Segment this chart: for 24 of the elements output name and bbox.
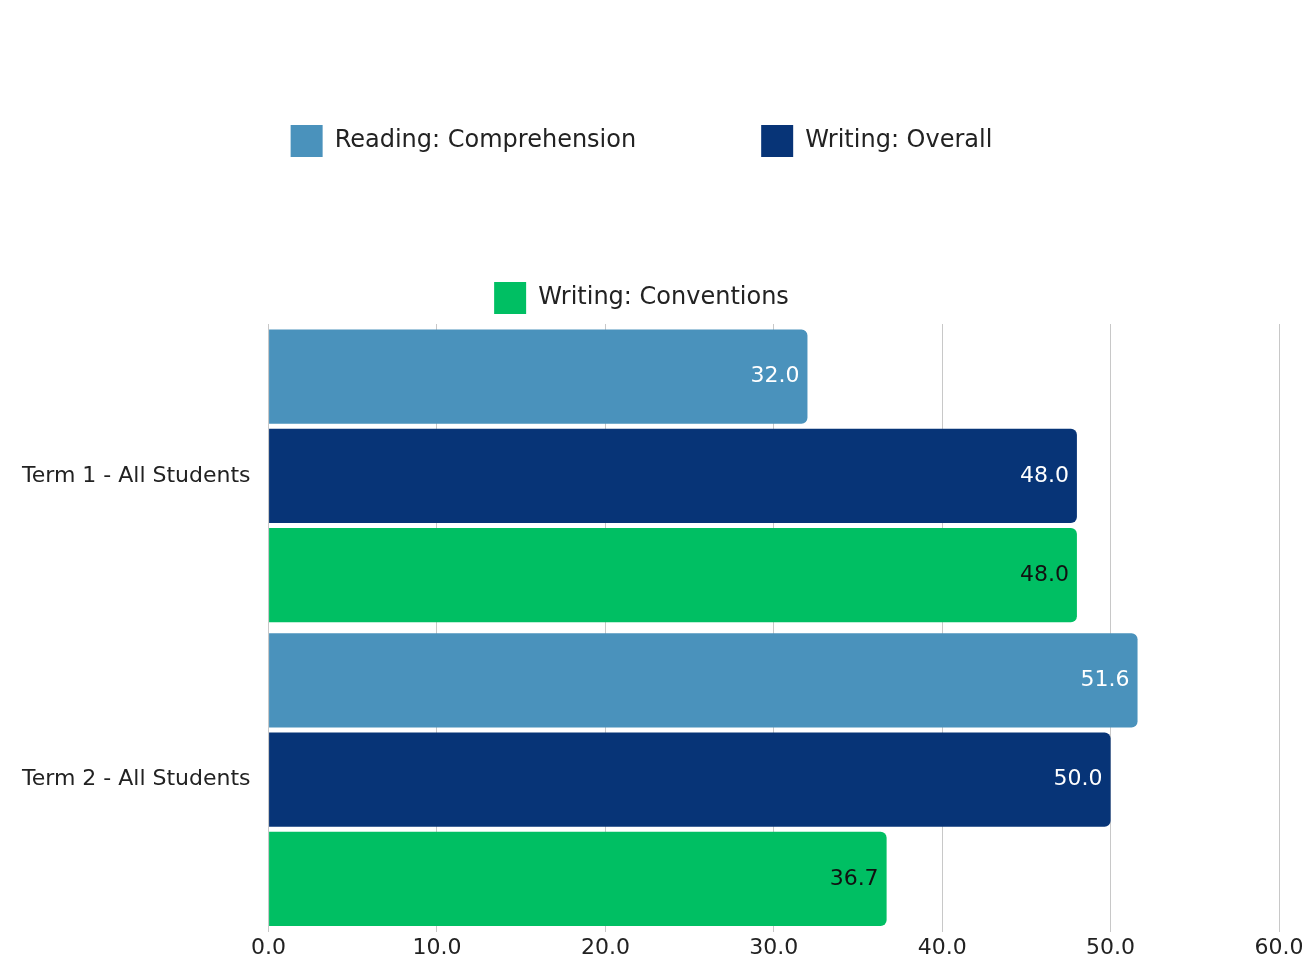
bar [269, 329, 808, 424]
y-tick-label: Term 2 - All Students [20, 765, 251, 791]
bar [269, 528, 1077, 623]
bar [269, 633, 1138, 728]
x-tick-label: 20.0 [580, 933, 630, 959]
data-label: 50.0 [1053, 765, 1103, 791]
bar [269, 831, 887, 927]
data-label: 36.7 [829, 864, 879, 890]
legend-label: Writing: Overall [805, 125, 993, 154]
bar [269, 428, 1077, 524]
bar [269, 732, 1111, 827]
x-tick-label: 0.0 [251, 933, 287, 959]
x-tick-label: 50.0 [1086, 933, 1136, 959]
y-tick-label: Term 1 - All Students [20, 461, 251, 487]
x-tick-label: 60.0 [1254, 933, 1304, 959]
legend-label: Reading: Comprehension [334, 125, 637, 154]
x-tick-label: 40.0 [917, 933, 967, 959]
data-label: 48.0 [1019, 461, 1069, 487]
legend-label: Writing: Conventions [538, 282, 789, 311]
data-label: 48.0 [1019, 560, 1069, 586]
x-tick-label: 10.0 [412, 933, 462, 959]
data-label: 32.0 [750, 362, 800, 388]
x-tick-label: 30.0 [749, 933, 799, 959]
data-label: 51.6 [1080, 666, 1130, 692]
